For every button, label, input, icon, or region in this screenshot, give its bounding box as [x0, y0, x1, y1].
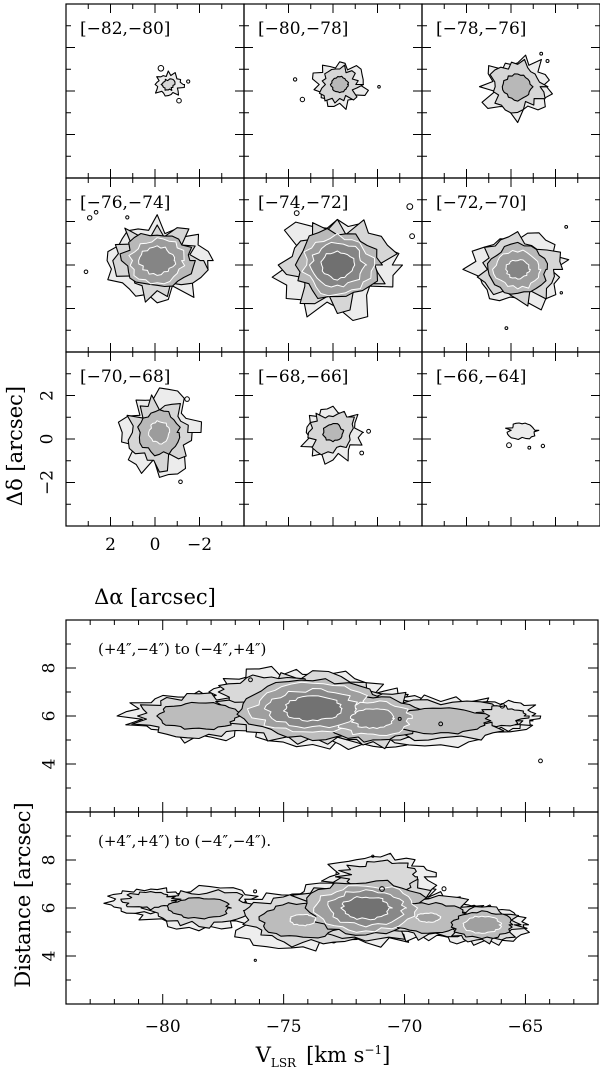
channel-noise-blob — [88, 216, 92, 220]
pv-xtick-label: −70 — [387, 1017, 423, 1037]
channel-map-grid: [−82,−80] [−80,−78] [−78,−76] [−76,−74] [−74… — [38, 4, 600, 555]
channel-noise-blob — [410, 234, 415, 239]
pv-xlabel-sub: LSR — [271, 1056, 297, 1070]
channel-emission — [301, 406, 371, 464]
pv-ytick-label: 4 — [40, 951, 60, 962]
channel-label: [−74,−72] — [258, 193, 348, 213]
pv-ytick-label: 8 — [40, 663, 60, 674]
channel-noise-blob — [360, 451, 364, 455]
channel-panel: [−68,−66] — [244, 352, 422, 526]
channel-label: [−66,−64] — [436, 367, 526, 387]
channel-noise-blob — [541, 444, 544, 447]
channel-panel: [−76,−74] — [66, 178, 244, 352]
pv-xtick-label: −75 — [266, 1017, 302, 1037]
channel-noise-blob — [367, 429, 371, 433]
pv-xlabel-sup: −1 — [364, 1043, 382, 1057]
channel-noise-blob — [158, 66, 164, 72]
channel-xtick-label: 2 — [105, 535, 116, 555]
channel-noise-blob — [293, 78, 296, 81]
pv-xlabel-units: [km s — [306, 1043, 364, 1067]
pv-xlabel-v: V — [255, 1043, 272, 1067]
pv-emission — [104, 853, 530, 961]
pv-ytick-label: 4 — [40, 759, 60, 770]
channel-xtick-label: −2 — [187, 535, 212, 555]
channel-noise-blob — [560, 292, 562, 294]
channel-noise-blob — [126, 216, 129, 219]
channel-panel: [−80,−78] — [244, 4, 422, 178]
channel-panel: [−82,−80] — [66, 4, 244, 178]
channel-noise-blob — [378, 86, 381, 89]
channel-emission — [293, 62, 380, 110]
channel-noise-blob — [179, 480, 183, 484]
channel-noise-blob — [546, 60, 549, 63]
channel-label: [−78,−76] — [436, 19, 526, 39]
pv-xlabel-close: ] — [382, 1043, 390, 1067]
pv-ytick-label: 6 — [40, 711, 60, 722]
pv-contour — [290, 914, 316, 926]
channel-noise-blob — [177, 98, 182, 103]
channel-emission — [506, 423, 545, 449]
channel-emission — [480, 52, 553, 122]
channel-map-xlabel: Δα [arcsec] — [94, 585, 216, 609]
channel-panel: [−78,−76] — [422, 4, 600, 178]
channel-map-ylabel: Δδ [arcsec] — [3, 386, 27, 506]
channel-emission — [84, 211, 213, 303]
channel-noise-blob — [84, 270, 88, 274]
channel-noise-blob — [507, 443, 512, 448]
pv-noise-blob — [254, 890, 257, 893]
channel-label: [−76,−74] — [80, 193, 170, 213]
channel-noise-blob — [528, 446, 531, 449]
channel-noise-blob — [300, 97, 304, 101]
channel-emission — [272, 204, 414, 321]
channel-emission — [118, 388, 201, 484]
channel-ytick-label: 0 — [38, 434, 58, 445]
channel-ytick-label: 2 — [38, 390, 58, 401]
channel-contour — [506, 423, 539, 440]
pv-noise-blob — [539, 759, 543, 763]
pv-contour — [416, 913, 441, 923]
pv-ylabel: Distance [arcsec] — [11, 802, 35, 987]
pv-noise-blob — [254, 959, 256, 961]
channel-panel: [−66,−64] — [422, 352, 600, 526]
pv-emission — [117, 666, 542, 762]
channel-panel: [−70,−68] — [66, 352, 244, 526]
pv-diagrams: 4 6 8 (+4″,−4″) to (−4″,+4″) 4 6 8 (+4″,+4″) to… — [40, 620, 599, 1037]
pv-panel: 4 6 8 (+4″,−4″) to (−4″,+4″) — [40, 620, 599, 812]
pv-xtick-label: −80 — [145, 1017, 181, 1037]
channel-emission — [463, 226, 569, 330]
channel-noise-blob — [185, 397, 190, 402]
channel-xtick-label: 0 — [150, 535, 161, 555]
channel-label: [−68,−66] — [258, 367, 348, 387]
pv-cut-label: (+4″,+4″) to (−4″,−4″). — [98, 832, 271, 850]
channel-noise-blob — [187, 80, 190, 83]
channel-label: [−80,−78] — [258, 19, 348, 39]
channel-noise-blob — [565, 226, 568, 229]
channel-panel: [−72,−70] — [422, 178, 600, 352]
pv-ytick-label: 8 — [40, 855, 60, 866]
channel-label: [−70,−68] — [80, 367, 170, 387]
channel-noise-blob — [407, 204, 413, 210]
channel-label: [−82,−80] — [80, 19, 170, 39]
pv-xlabel: VLSR [km s−1] — [255, 1043, 391, 1070]
channel-label: [−72,−70] — [436, 193, 526, 213]
channel-emission — [155, 66, 190, 103]
pv-noise-blob — [442, 887, 446, 891]
channel-ytick-label: −2 — [38, 470, 58, 495]
pv-ytick-label: 6 — [40, 903, 60, 914]
pv-panel: 4 6 8 (+4″,+4″) to (−4″,−4″). — [40, 812, 599, 1004]
channel-noise-blob — [505, 327, 508, 330]
pv-xtick-label: −65 — [508, 1017, 544, 1037]
channel-panel: [−74,−72] — [244, 178, 422, 352]
channel-noise-blob — [540, 52, 543, 55]
pv-cut-label: (+4″,−4″) to (−4″,+4″) — [98, 640, 266, 658]
